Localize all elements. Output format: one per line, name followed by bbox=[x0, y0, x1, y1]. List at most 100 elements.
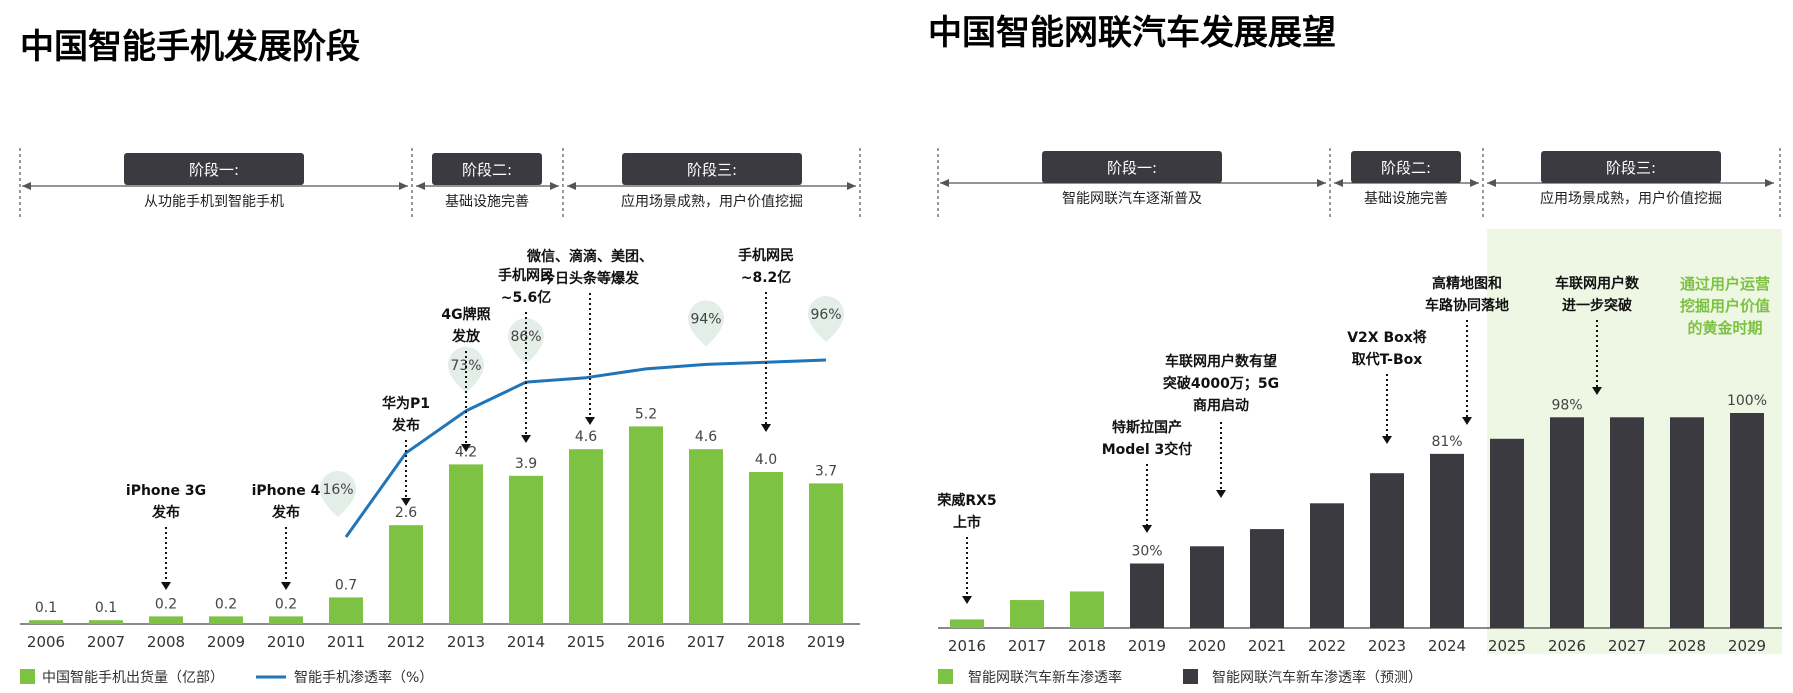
right-legend-forecast-label: 智能网联汽车新车渗透率（预测） bbox=[1212, 669, 1422, 686]
left-annotation-arrow-head bbox=[585, 417, 595, 425]
left-stage-header bbox=[19, 148, 861, 220]
left-penetration-line bbox=[344, 358, 827, 538]
right-stage2-box bbox=[1351, 151, 1461, 183]
right-stage3-label: 阶段三: bbox=[1606, 159, 1656, 177]
left-x-tick: 2010 bbox=[267, 633, 305, 651]
right-bar-forecast bbox=[1190, 546, 1224, 628]
right-bar-forecast bbox=[1670, 417, 1704, 628]
left-bar-value: 0.2 bbox=[215, 596, 237, 612]
left-bar bbox=[749, 472, 783, 624]
left-bar-value: 4.0 bbox=[755, 452, 777, 468]
left-bar bbox=[809, 483, 843, 624]
right-x-tick: 2021 bbox=[1248, 637, 1286, 655]
right-annotation-arrow-head bbox=[1216, 490, 1226, 498]
left-penetration-bubble bbox=[508, 318, 544, 365]
right-bar-value: 30% bbox=[1131, 544, 1162, 560]
right-legend-forecast-swatch bbox=[1183, 669, 1198, 684]
left-bar-value: 3.7 bbox=[815, 463, 837, 479]
left-bar-value: 0.1 bbox=[95, 600, 117, 616]
left-bar bbox=[149, 616, 183, 624]
left-bar bbox=[389, 525, 423, 624]
left-annotation-arrow-head bbox=[281, 582, 291, 590]
left-penetration-bubble bbox=[448, 346, 484, 393]
right-x-tick: 2025 bbox=[1488, 637, 1526, 655]
right-annotation: 荣威RX5 上市 bbox=[936, 492, 996, 531]
left-annotation-arrow-head bbox=[521, 435, 531, 443]
right-annotation: 高精地图和车路协同落地 bbox=[1425, 275, 1509, 314]
left-bar-value: 4.6 bbox=[695, 429, 717, 445]
right-x-tick: 2017 bbox=[1008, 637, 1046, 655]
left-stage3-label: 阶段三: bbox=[687, 161, 737, 179]
left-bar-value: 5.2 bbox=[635, 406, 657, 422]
right-stage2-label: 阶段二: bbox=[1381, 159, 1431, 177]
right-bar-actual bbox=[1070, 591, 1104, 628]
right-annotation-arrow-head bbox=[1142, 525, 1152, 533]
right-annotation: 车联网用户数有望突破4000万；5G 商用启动 bbox=[1163, 353, 1279, 414]
right-x-tick: 2016 bbox=[948, 637, 986, 655]
left-bar-value: 4.2 bbox=[455, 444, 477, 460]
right-x-tick: 2018 bbox=[1068, 637, 1106, 655]
left-bar bbox=[689, 449, 723, 624]
right-bar-forecast bbox=[1130, 563, 1164, 628]
left-penetration-bubble bbox=[808, 296, 844, 342]
left-stage1-label: 阶段一: bbox=[189, 161, 239, 179]
right-annotation: V2X Box将取代T-Box bbox=[1347, 329, 1427, 368]
left-stage3-desc: 应用场景成熟，用户价值挖掘 bbox=[621, 193, 803, 210]
left-stage3-box bbox=[622, 153, 802, 185]
left-bar bbox=[509, 475, 543, 624]
right-x-tick: 2019 bbox=[1128, 637, 1166, 655]
left-x-tick: 2017 bbox=[687, 633, 725, 651]
left-annotation: 华为P1 发布 bbox=[382, 395, 430, 434]
left-x-tick: 2007 bbox=[87, 633, 125, 651]
left-annotation: 微信、滴滴、美团、今日头条等爆发 bbox=[526, 248, 653, 287]
left-bar-value: 2.6 bbox=[395, 505, 417, 521]
left-x-tick: 2016 bbox=[627, 633, 665, 651]
left-stage-arrowheads bbox=[22, 182, 856, 190]
left-annotation: 手机网民~5.6亿 bbox=[498, 267, 554, 306]
left-x-tick: 2015 bbox=[567, 633, 605, 651]
left-stage2-box bbox=[432, 153, 542, 185]
left-bar-value: 0.2 bbox=[155, 596, 177, 612]
right-bar-value: 81% bbox=[1431, 434, 1462, 450]
left-bar-value: 4.6 bbox=[575, 429, 597, 445]
left-annotation-arrow-head bbox=[761, 424, 771, 432]
right-bar-value: 98% bbox=[1551, 397, 1582, 413]
left-annotation: iPhone 3G 发布 bbox=[126, 483, 206, 521]
left-x-tick: 2012 bbox=[387, 633, 425, 651]
right-x-tick: 2026 bbox=[1548, 637, 1586, 655]
left-penetration-bubble bbox=[688, 300, 724, 347]
left-annotation-arrow-head bbox=[401, 498, 411, 506]
left-annotation: 4G牌照发放 bbox=[441, 306, 490, 345]
right-bar-forecast bbox=[1310, 503, 1344, 628]
left-stage1-desc: 从功能手机到智能手机 bbox=[144, 194, 284, 210]
left-penetration-bubble-label: 73% bbox=[450, 358, 481, 374]
left-legend-bar-label: 中国智能手机出货量（亿部） bbox=[42, 669, 224, 686]
left-bar bbox=[449, 464, 483, 624]
right-annotation-arrow-head bbox=[962, 596, 972, 604]
right-bar-forecast bbox=[1490, 438, 1524, 628]
left-chart-title: 中国智能手机发展阶段 bbox=[20, 27, 360, 67]
right-legend-actual-label: 智能网联汽车新车渗透率 bbox=[968, 669, 1122, 686]
left-annotation: iPhone 4 发布 bbox=[252, 483, 321, 521]
left-legend-bar-swatch bbox=[20, 669, 35, 684]
left-bar-value: 0.1 bbox=[35, 600, 57, 616]
left-annotation-arrow-head bbox=[461, 444, 471, 452]
left-bar bbox=[89, 620, 123, 624]
right-stage3-desc: 应用场景成熟，用户价值挖掘 bbox=[1540, 190, 1722, 207]
left-bar-value: 3.9 bbox=[515, 456, 537, 472]
right-annotation: 特斯拉国产 Model 3交付 bbox=[1102, 419, 1192, 458]
left-bar bbox=[269, 616, 303, 624]
right-stage1-box bbox=[1042, 151, 1222, 183]
right-bar-value: 100% bbox=[1727, 393, 1767, 409]
right-bar-forecast bbox=[1430, 453, 1464, 628]
left-bar bbox=[329, 597, 363, 624]
right-stage2-desc: 基础设施完善 bbox=[1364, 190, 1448, 207]
left-x-tick: 2019 bbox=[807, 633, 845, 651]
right-bar-forecast bbox=[1550, 417, 1584, 628]
right-stage-arrowheads bbox=[940, 179, 1774, 187]
left-stage2-label: 阶段二: bbox=[462, 161, 512, 179]
right-legend-actual-swatch bbox=[938, 669, 953, 684]
right-bar-actual bbox=[1010, 600, 1044, 628]
right-bar-forecast bbox=[1370, 473, 1404, 628]
golden-period-note: 通过用户运营挖掘用户价值的黄金时期 bbox=[1680, 275, 1770, 337]
